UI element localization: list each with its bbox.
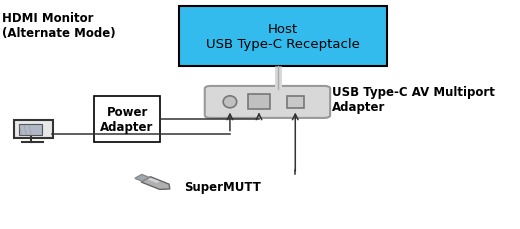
Polygon shape bbox=[148, 178, 160, 183]
FancyBboxPatch shape bbox=[205, 87, 330, 118]
Text: SuperMUTT: SuperMUTT bbox=[185, 180, 262, 193]
Text: Host
USB Type-C Receptacle: Host USB Type-C Receptacle bbox=[206, 23, 360, 51]
Text: HDMI Monitor
(Alternate Mode): HDMI Monitor (Alternate Mode) bbox=[3, 11, 116, 39]
FancyBboxPatch shape bbox=[249, 95, 270, 110]
FancyBboxPatch shape bbox=[179, 7, 387, 66]
Ellipse shape bbox=[223, 96, 237, 108]
FancyBboxPatch shape bbox=[95, 96, 160, 142]
Polygon shape bbox=[135, 175, 149, 182]
FancyBboxPatch shape bbox=[287, 96, 304, 108]
Polygon shape bbox=[141, 177, 170, 190]
Text: Power
Adapter: Power Adapter bbox=[100, 105, 154, 133]
FancyBboxPatch shape bbox=[14, 120, 53, 138]
FancyBboxPatch shape bbox=[19, 124, 42, 136]
Text: USB Type-C AV Multiport
Adapter: USB Type-C AV Multiport Adapter bbox=[332, 86, 495, 114]
